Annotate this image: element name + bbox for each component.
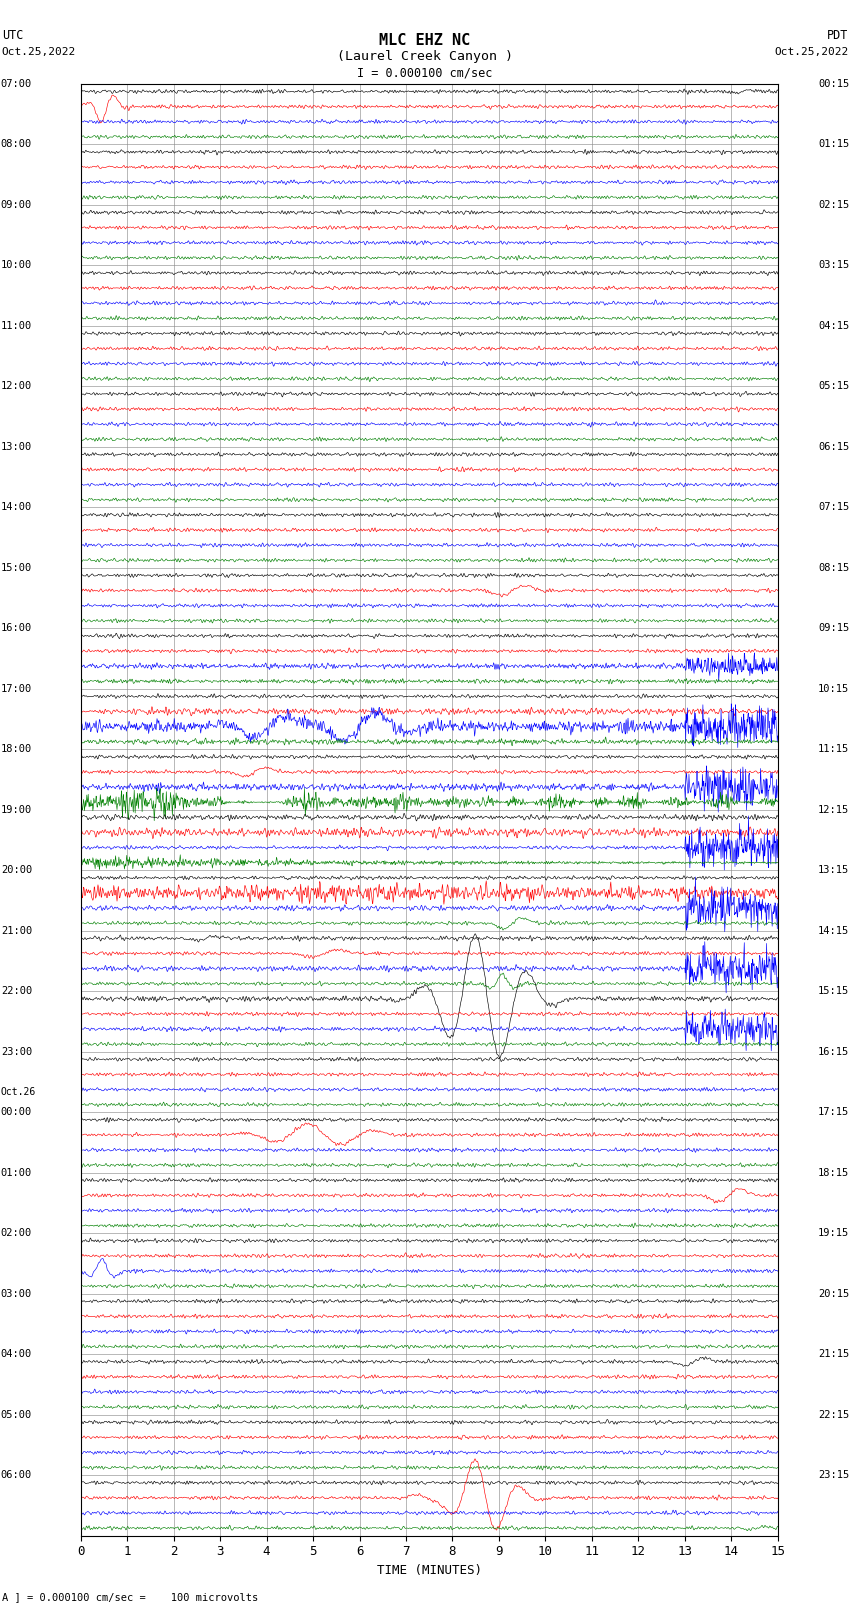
Text: 10:15: 10:15 (818, 684, 849, 694)
Text: 02:00: 02:00 (1, 1227, 32, 1239)
Text: 09:15: 09:15 (818, 623, 849, 634)
Text: 18:00: 18:00 (1, 744, 32, 755)
Text: 23:15: 23:15 (818, 1469, 849, 1481)
Text: 03:15: 03:15 (818, 260, 849, 271)
Text: 10:00: 10:00 (1, 260, 32, 271)
Text: 12:00: 12:00 (1, 381, 32, 392)
Text: 08:00: 08:00 (1, 139, 32, 150)
Text: 05:15: 05:15 (818, 381, 849, 392)
Text: 16:00: 16:00 (1, 623, 32, 634)
Text: 11:15: 11:15 (818, 744, 849, 755)
X-axis label: TIME (MINUTES): TIME (MINUTES) (377, 1565, 482, 1578)
Text: 21:15: 21:15 (818, 1348, 849, 1360)
Text: 12:15: 12:15 (818, 805, 849, 815)
Text: 17:00: 17:00 (1, 684, 32, 694)
Text: UTC: UTC (2, 29, 23, 42)
Text: 09:00: 09:00 (1, 200, 32, 210)
Text: 07:00: 07:00 (1, 79, 32, 89)
Text: 01:00: 01:00 (1, 1168, 32, 1177)
Text: 03:00: 03:00 (1, 1289, 32, 1298)
Text: PDT: PDT (827, 29, 848, 42)
Text: MLC EHZ NC: MLC EHZ NC (379, 32, 471, 48)
Text: 11:00: 11:00 (1, 321, 32, 331)
Text: 20:15: 20:15 (818, 1289, 849, 1298)
Text: (Laurel Creek Canyon ): (Laurel Creek Canyon ) (337, 50, 513, 63)
Text: 15:15: 15:15 (818, 986, 849, 997)
Text: 22:15: 22:15 (818, 1410, 849, 1419)
Text: Oct.26: Oct.26 (1, 1087, 36, 1097)
Text: 04:00: 04:00 (1, 1348, 32, 1360)
Text: Oct.25,2022: Oct.25,2022 (774, 47, 848, 56)
Text: 14:00: 14:00 (1, 502, 32, 513)
Text: 16:15: 16:15 (818, 1047, 849, 1057)
Text: 17:15: 17:15 (818, 1107, 849, 1118)
Text: 19:00: 19:00 (1, 805, 32, 815)
Text: 20:00: 20:00 (1, 865, 32, 876)
Text: 06:15: 06:15 (818, 442, 849, 452)
Text: 21:00: 21:00 (1, 926, 32, 936)
Text: 00:15: 00:15 (818, 79, 849, 89)
Text: 08:15: 08:15 (818, 563, 849, 573)
Text: 00:00: 00:00 (1, 1107, 32, 1118)
Text: 23:00: 23:00 (1, 1047, 32, 1057)
Text: 22:00: 22:00 (1, 986, 32, 997)
Text: 19:15: 19:15 (818, 1227, 849, 1239)
Text: Oct.25,2022: Oct.25,2022 (2, 47, 76, 56)
Text: 04:15: 04:15 (818, 321, 849, 331)
Text: 15:00: 15:00 (1, 563, 32, 573)
Text: 07:15: 07:15 (818, 502, 849, 513)
Text: 18:15: 18:15 (818, 1168, 849, 1177)
Text: 01:15: 01:15 (818, 139, 849, 150)
Text: A ] = 0.000100 cm/sec =    100 microvolts: A ] = 0.000100 cm/sec = 100 microvolts (2, 1592, 258, 1602)
Text: 13:00: 13:00 (1, 442, 32, 452)
Text: 02:15: 02:15 (818, 200, 849, 210)
Text: 05:00: 05:00 (1, 1410, 32, 1419)
Text: 14:15: 14:15 (818, 926, 849, 936)
Text: 13:15: 13:15 (818, 865, 849, 876)
Text: I = 0.000100 cm/sec: I = 0.000100 cm/sec (357, 66, 493, 79)
Text: 06:00: 06:00 (1, 1469, 32, 1481)
